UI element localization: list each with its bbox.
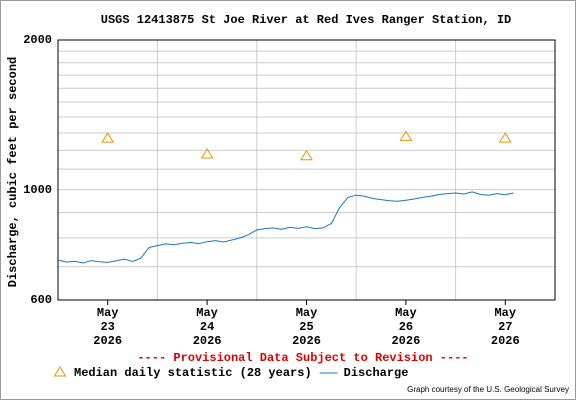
x-tick-label: May [196, 306, 218, 320]
legend-label: Discharge [344, 366, 409, 380]
x-tick-label: May [97, 306, 119, 320]
median-marker [399, 130, 413, 141]
x-tick-label: 2026 [391, 334, 420, 348]
x-tick-label: 26 [399, 320, 413, 334]
plot-border [57, 39, 556, 301]
legend-marker [53, 366, 67, 377]
y-tick-label: 2000 [23, 33, 52, 47]
x-tick-label: 2026 [193, 334, 222, 348]
chart-title: USGS 12413875 St Joe River at Red Ives R… [101, 13, 511, 27]
x-tick-label: May [494, 306, 516, 320]
y-tick-label: 1000 [23, 183, 52, 197]
x-tick-label: May [296, 306, 318, 320]
median-marker [498, 132, 512, 143]
x-tick-label: 25 [299, 320, 313, 334]
median-marker [101, 132, 115, 143]
y-axis-label: Discharge, cubic feet per second [6, 57, 20, 287]
x-tick-label: 24 [200, 320, 214, 334]
x-tick-label: 27 [498, 320, 512, 334]
discharge-line [57, 191, 514, 264]
x-tick-label: 2026 [93, 334, 122, 348]
median-marker [300, 149, 313, 161]
provisional-note: ---- Provisional Data Subject to Revisio… [137, 351, 468, 365]
x-tick-label: 2026 [491, 334, 520, 348]
x-tick-label: 23 [100, 320, 114, 334]
x-tick-label: May [395, 306, 417, 320]
legend-label: Median daily statistic (28 years) [74, 366, 312, 380]
x-tick-label: 2026 [292, 334, 321, 348]
median-marker [200, 147, 214, 159]
credit: Graph courtesy of the U.S. Geological Su… [407, 385, 569, 394]
y-tick-label: 600 [30, 293, 52, 307]
